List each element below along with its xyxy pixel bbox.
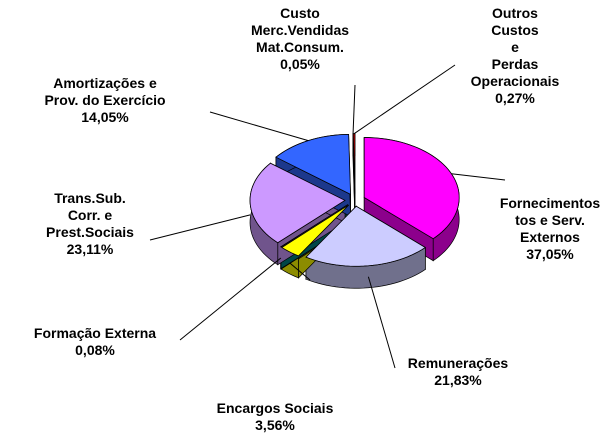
category-label: Encargos Sociais — [216, 400, 334, 416]
category-label: Formação Externa — [33, 325, 157, 341]
slice-label: Encargos Sociais 3,56% — [217, 400, 334, 434]
slice — [305, 205, 427, 267]
leader-line — [149, 214, 251, 241]
category-label: Outros Custos e Perdas Operacionais — [470, 5, 560, 89]
slice — [249, 162, 346, 244]
slice-label: Trans.Sub. Corr. e Prest.Sociais 23,11% — [46, 190, 134, 258]
slice-label: Formação Externa 0,08% — [34, 325, 156, 359]
slice — [281, 204, 350, 257]
category-label: Fornecimentos tos e Serv. Externos — [499, 195, 601, 245]
category-label: Trans.Sub. Corr. e Prest.Sociais — [46, 190, 134, 240]
leader-line — [289, 262, 311, 281]
category-label: Amortizações e Prov. do Exercício — [44, 75, 166, 108]
leader-line — [451, 173, 506, 181]
leader-line — [209, 111, 309, 142]
category-label: Custo Merc.Vendidas Mat.Consum. — [250, 5, 350, 55]
value-label: 0,27% — [495, 90, 535, 106]
leader-line — [367, 276, 396, 369]
leader-line — [353, 64, 456, 135]
value-label: 3,56% — [255, 417, 295, 433]
slice — [279, 204, 349, 248]
slice-label: Remunerações 21,83% — [408, 355, 508, 389]
value-label: 0,05% — [280, 56, 320, 72]
value-label: 37,05% — [526, 246, 574, 262]
leader-line — [179, 257, 282, 341]
value-label: 21,83% — [434, 372, 482, 388]
value-label: 23,11% — [66, 241, 114, 257]
slice-label: Outros Custos e Perdas Operacionais 0,27% — [470, 5, 561, 107]
leader-line — [352, 84, 356, 134]
slice-label: Amortizações e Prov. do Exercício 14,05% — [44, 75, 165, 126]
slice — [363, 137, 460, 240]
value-label: 0,08% — [75, 342, 115, 358]
slice-label: Fornecimentos tos e Serv. Externos 37,05% — [500, 195, 600, 263]
slice-label: Custo Merc.Vendidas Mat.Consum. 0,05% — [251, 5, 349, 73]
category-label: Remunerações — [407, 355, 509, 371]
value-label: 14,05% — [81, 109, 129, 125]
slice — [352, 133, 356, 194]
